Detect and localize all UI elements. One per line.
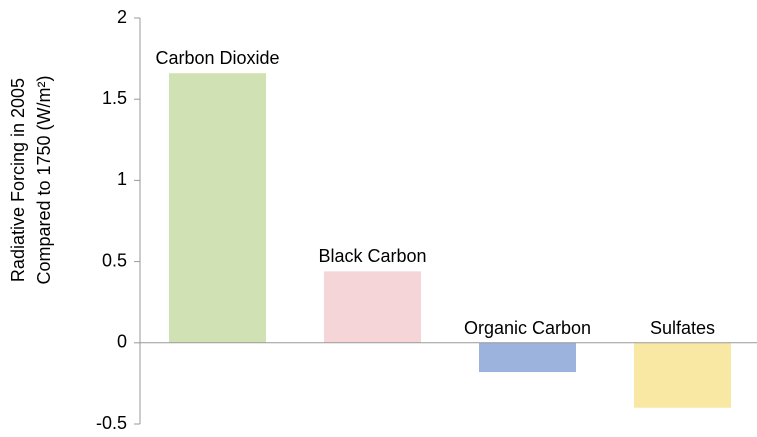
y-tick-label: -0.5 [96, 413, 127, 433]
category-label: Organic Carbon [463, 317, 592, 338]
y-tick-label: 0.5 [102, 250, 127, 270]
category-label: Carbon Dioxide [155, 48, 280, 69]
bar [324, 271, 421, 343]
y-tick-label: 1.5 [102, 88, 127, 108]
y-axis-label: Radiative Forcing in 2005 Compared to 17… [8, 75, 54, 285]
y-tick-label: 0 [117, 332, 127, 352]
bar [479, 342, 576, 373]
category-label: Sulfates [649, 317, 716, 338]
category-label: Black Carbon [318, 246, 427, 267]
bar [169, 73, 266, 343]
bar [634, 342, 731, 408]
y-tick-label: 1 [117, 169, 127, 189]
y-tick-label: 2 [117, 7, 127, 27]
